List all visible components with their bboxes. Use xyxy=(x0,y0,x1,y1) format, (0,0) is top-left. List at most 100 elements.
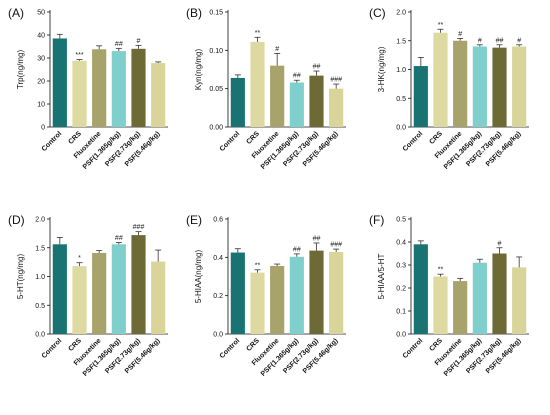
bar-1 xyxy=(52,244,67,334)
chart-panel-2: (B) Kyn(ng/mg) 0.00 0.05 0.10 0.15 Control ** CR… xyxy=(186,6,346,171)
significance-mark: # xyxy=(517,37,521,44)
y-axis-label: 5-HIAA/5-HT xyxy=(377,254,386,300)
panel-label: (D) xyxy=(8,213,25,227)
bar-4 xyxy=(111,51,126,127)
chart-panel-4: (D) 5-HT(ng/mg) 0.0 0.5 1.0 1.5 2.0 Control * CRS… xyxy=(8,213,168,378)
bar-6 xyxy=(512,46,527,127)
category-label: Control xyxy=(402,130,425,153)
significance-mark: # xyxy=(275,46,279,53)
category-label: CRS xyxy=(68,130,84,146)
category-label: PSF(2.73g/kg) xyxy=(282,337,320,375)
y-tick-label: 0.4 xyxy=(213,255,223,262)
category-label: PSF(5.46g/kg) xyxy=(124,337,162,375)
bar-3 xyxy=(453,40,468,127)
bar-5 xyxy=(309,75,324,127)
bar-2 xyxy=(72,266,87,334)
bar-3 xyxy=(92,252,107,334)
category-label: Control xyxy=(402,337,425,360)
significance-mark: ### xyxy=(330,77,342,84)
category-label: CRS xyxy=(429,337,445,353)
bar-1 xyxy=(230,77,245,127)
bar-2 xyxy=(433,276,448,334)
category-label: PSF(5.46g/kg) xyxy=(485,130,523,168)
y-tick-label: 0.2 xyxy=(396,286,406,293)
y-tick-label: 0.5 xyxy=(396,96,406,103)
y-tick-label: 20 xyxy=(37,79,45,86)
panel-label: (F) xyxy=(369,213,384,227)
y-tick-label: 2.0 xyxy=(396,10,406,17)
y-axis-label: Kyn(ng/mg) xyxy=(194,48,203,90)
y-tick-label: 1.5 xyxy=(396,38,406,45)
bar-6 xyxy=(512,267,527,334)
category-label: CRS xyxy=(429,130,445,146)
chart-panel-3: (C) 3-HK(ng/mg) 0.0 0.5 1.0 1.5 2.0 Control ** CR… xyxy=(369,6,529,171)
chart-panel-6: (F) 5-HIAA/5-HT 0.0 0.1 0.2 0.3 0.4 0.5 Control *… xyxy=(369,213,529,378)
bar-5 xyxy=(309,250,324,334)
bar-6 xyxy=(329,251,344,334)
bar-4 xyxy=(472,46,487,127)
y-axis-label: 5-HT(ng/mg) xyxy=(16,253,25,299)
category-label: Control xyxy=(219,337,242,360)
bar-2 xyxy=(433,32,448,128)
category-label: PSF(2.73g/kg) xyxy=(104,337,142,375)
category-label: Control xyxy=(41,337,64,360)
category-label: PSF(5.46g/kg) xyxy=(124,130,162,168)
significance-mark: ### xyxy=(330,242,342,249)
bar-1 xyxy=(52,38,67,128)
y-axis-label: Trp(ng/mg) xyxy=(16,50,25,90)
significance-mark: ### xyxy=(133,224,145,231)
significance-mark: ** xyxy=(255,262,261,269)
bar-1 xyxy=(413,244,428,334)
y-tick-label: 0.00 xyxy=(209,125,223,132)
y-tick-label: 0.15 xyxy=(209,10,223,17)
bar-5 xyxy=(492,253,507,334)
y-tick-label: 0 xyxy=(41,125,45,132)
bar-2 xyxy=(250,272,265,334)
category-label: CRS xyxy=(68,337,84,353)
panel-label: (B) xyxy=(186,6,202,20)
y-tick-label: 1.0 xyxy=(396,67,406,74)
significance-mark: *** xyxy=(75,52,83,59)
y-tick-label: 0.0 xyxy=(213,332,223,339)
y-tick-label: 10 xyxy=(37,102,45,109)
category-label: PSF(5.46g/kg) xyxy=(302,130,340,168)
category-label: PSF(2.73g/kg) xyxy=(465,337,503,375)
category-label: CRS xyxy=(246,337,262,353)
significance-mark: # xyxy=(478,37,482,44)
category-label: Control xyxy=(41,130,64,153)
y-tick-label: 0.5 xyxy=(396,217,406,224)
category-label: PSF(2.73g/kg) xyxy=(104,130,142,168)
significance-mark: ** xyxy=(438,267,444,274)
bar-4 xyxy=(472,262,487,334)
y-tick-label: 0.6 xyxy=(213,217,223,224)
significance-mark: ** xyxy=(438,22,444,29)
bar-6 xyxy=(151,261,166,334)
y-tick-label: 0.5 xyxy=(35,303,45,310)
panel-label: (E) xyxy=(186,213,202,227)
significance-mark: ## xyxy=(293,246,301,253)
y-axis-label: 5-HIAA(ng/mg) xyxy=(194,249,203,303)
category-label: PSF(2.73g/kg) xyxy=(465,130,503,168)
y-tick-label: 0.0 xyxy=(396,125,406,132)
y-tick-label: 0.0 xyxy=(396,332,406,339)
y-tick-label: 1.5 xyxy=(35,245,45,252)
significance-mark: ## xyxy=(115,41,123,48)
y-tick-label: 0.1 xyxy=(396,309,406,316)
bar-4 xyxy=(289,82,304,127)
category-label: PSF(5.46g/kg) xyxy=(302,337,340,375)
y-tick-label: 0.2 xyxy=(213,293,223,300)
bar-5 xyxy=(131,235,146,334)
chart-panel-1: (A)Trp(ng/mg)01020304050Control***CRSFlu… xyxy=(8,6,168,171)
panel-label: (C) xyxy=(369,6,386,20)
panel-label: (A) xyxy=(8,6,24,20)
y-tick-label: 40 xyxy=(37,33,45,40)
bar-1 xyxy=(230,252,245,334)
significance-mark: ## xyxy=(313,235,321,242)
y-tick-label: 50 xyxy=(37,10,45,17)
significance-mark: ** xyxy=(255,30,261,37)
category-label: PSF(2.73g/kg) xyxy=(282,130,320,168)
category-label: Control xyxy=(219,130,242,153)
y-axis-label: 3-HK(ng/mg) xyxy=(377,46,386,92)
bar-5 xyxy=(131,48,146,127)
